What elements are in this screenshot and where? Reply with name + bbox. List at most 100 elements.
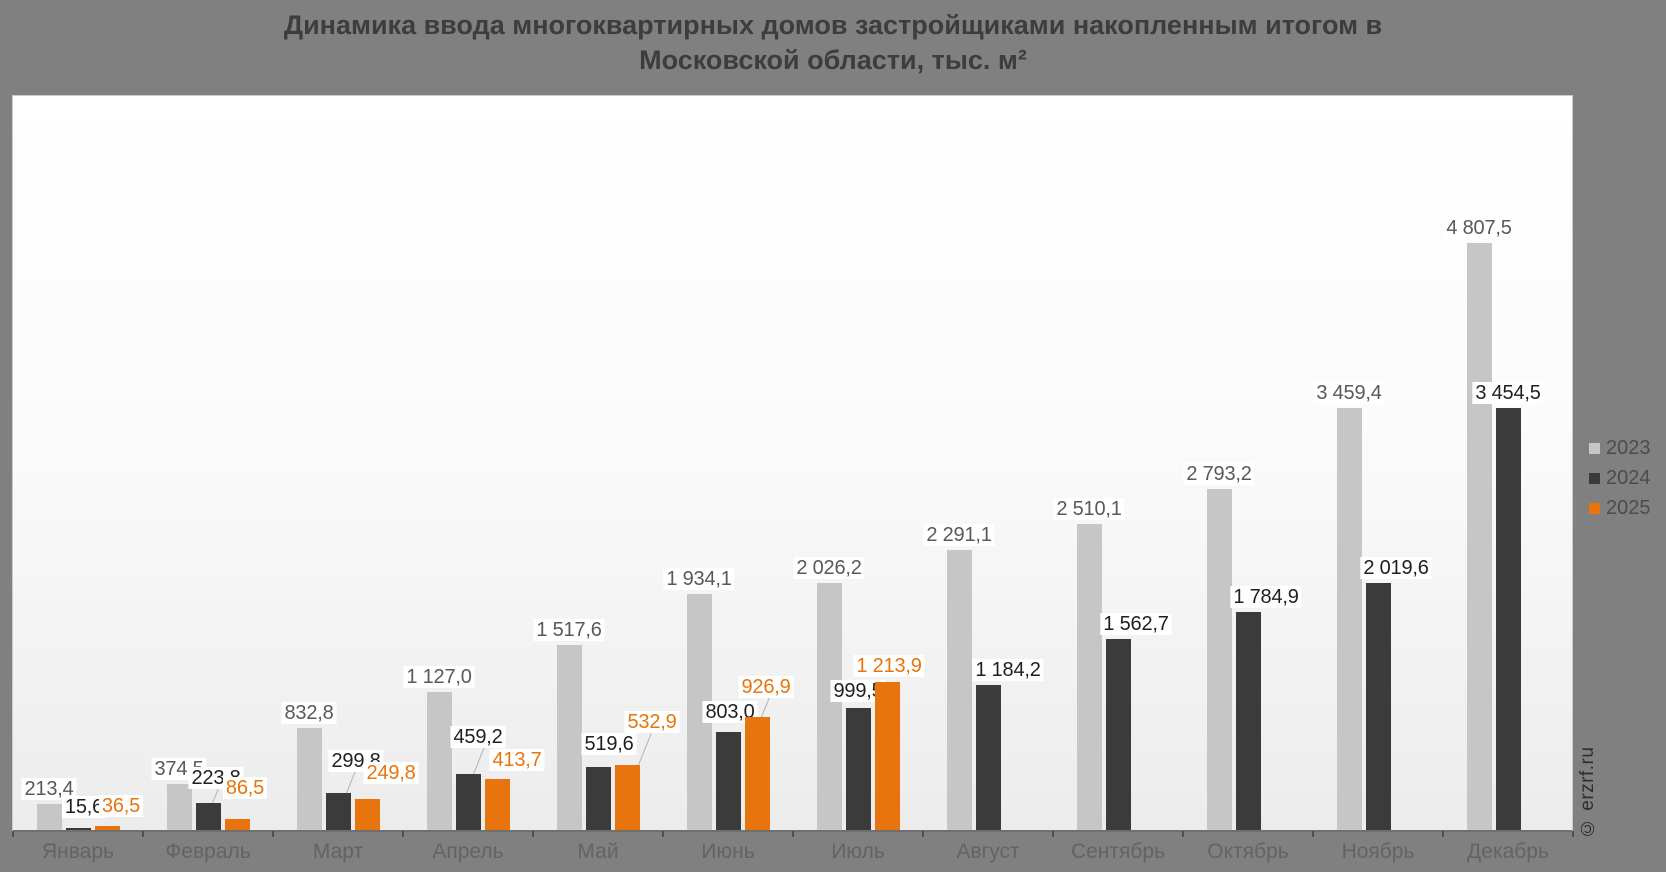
bar-2024-Декабрь[interactable] bbox=[1495, 408, 1521, 830]
bar-2024-Январь[interactable] bbox=[65, 828, 91, 830]
value-label-2024-Август: 1 184,2 bbox=[972, 659, 1044, 681]
x-axis-label-Апрель: Апрель bbox=[432, 840, 504, 863]
bar-2023-Апрель[interactable] bbox=[426, 692, 452, 830]
value-label-2023-Сентябрь: 2 510,1 bbox=[1053, 498, 1125, 520]
bar-2025-Июнь[interactable] bbox=[744, 717, 770, 830]
callout-line bbox=[212, 787, 219, 804]
bar-2023-Сентябрь[interactable] bbox=[1076, 524, 1102, 830]
value-label-2024-Октябрь: 1 784,9 bbox=[1230, 586, 1302, 608]
legend-label: 2025 bbox=[1606, 496, 1651, 519]
bar-2025-Май[interactable] bbox=[614, 765, 640, 830]
axis-tick bbox=[792, 831, 794, 837]
bar-2025-Февраль[interactable] bbox=[224, 819, 250, 830]
legend-swatch-icon bbox=[1589, 502, 1600, 514]
legend-item-2023[interactable]: 2023 bbox=[1589, 433, 1651, 463]
bar-2024-Август[interactable] bbox=[975, 685, 1001, 830]
callout-line bbox=[638, 733, 652, 766]
value-label-2025-Май: 532,9 bbox=[624, 711, 680, 733]
bar-2025-Март[interactable] bbox=[354, 799, 380, 830]
value-label-2023-Июнь: 1 934,1 bbox=[663, 568, 735, 590]
value-label-2024-Декабрь: 3 454,5 bbox=[1472, 382, 1544, 404]
bar-2023-Июль[interactable] bbox=[816, 583, 842, 830]
axis-tick bbox=[402, 831, 404, 837]
bar-2024-Февраль[interactable] bbox=[195, 803, 221, 830]
value-label-2024-Январь: 15,6 bbox=[61, 796, 107, 818]
bar-2024-Сентябрь[interactable] bbox=[1105, 639, 1131, 830]
legend: 2023 2024 2025 bbox=[1589, 433, 1651, 523]
callout-line bbox=[346, 771, 356, 794]
legend-swatch-icon bbox=[1589, 472, 1600, 484]
value-label-2023-Август: 2 291,1 bbox=[923, 524, 995, 546]
axis-tick bbox=[1572, 831, 1574, 837]
x-axis-label-Октябрь: Октябрь bbox=[1207, 840, 1289, 863]
x-axis-label-Июнь: Июнь bbox=[701, 840, 755, 863]
bar-2024-Июнь[interactable] bbox=[715, 732, 741, 830]
legend-label: 2024 bbox=[1606, 466, 1651, 489]
legend-label: 2023 bbox=[1606, 436, 1651, 459]
legend-item-2024[interactable]: 2024 bbox=[1589, 463, 1651, 493]
value-label-2024-Июнь: 803,0 bbox=[702, 701, 758, 723]
axis-tick bbox=[922, 831, 924, 837]
value-label-2023-Май: 1 517,6 bbox=[533, 619, 605, 641]
value-label-2024-Июль: 999,5 bbox=[830, 680, 886, 702]
value-label-2025-Июнь: 926,9 bbox=[738, 676, 794, 698]
bar-2023-Январь[interactable] bbox=[36, 804, 62, 830]
bar-2024-Март[interactable] bbox=[325, 793, 351, 830]
value-label-2023-Декабрь: 4 807,5 bbox=[1443, 217, 1515, 239]
x-axis-label-Июль: Июль bbox=[831, 840, 885, 863]
bar-2023-Февраль[interactable] bbox=[166, 784, 192, 830]
x-axis-label-Май: Май bbox=[577, 840, 619, 863]
value-label-2023-Ноябрь: 3 459,4 bbox=[1313, 382, 1385, 404]
axis-tick bbox=[1052, 831, 1054, 837]
legend-swatch-icon bbox=[1589, 442, 1600, 454]
x-axis-label-Декабрь: Декабрь bbox=[1467, 840, 1549, 863]
callout-line bbox=[761, 697, 770, 718]
x-axis-label-Февраль: Февраль bbox=[165, 840, 251, 863]
x-axis-label-Январь: Январь bbox=[42, 840, 114, 863]
bar-2023-Ноябрь[interactable] bbox=[1336, 408, 1362, 830]
value-label-2023-Июль: 2 026,2 bbox=[793, 557, 865, 579]
bar-2024-Май[interactable] bbox=[585, 767, 611, 830]
axis-tick bbox=[272, 831, 274, 837]
value-label-2025-Март: 249,8 bbox=[363, 762, 419, 784]
value-label-2024-Май: 519,6 bbox=[581, 733, 637, 755]
bar-2024-Апрель[interactable] bbox=[455, 774, 481, 830]
value-label-2025-Апрель: 413,7 bbox=[489, 749, 545, 771]
axis-tick bbox=[1312, 831, 1314, 837]
bar-2025-Январь[interactable] bbox=[94, 826, 120, 830]
value-label-2025-Январь: 36,5 bbox=[98, 795, 144, 817]
callout-line bbox=[473, 747, 485, 775]
bar-2024-Октябрь[interactable] bbox=[1235, 612, 1261, 830]
axis-tick bbox=[142, 831, 144, 837]
value-label-2025-Февраль: 86,5 bbox=[222, 777, 268, 799]
bar-2025-Июль[interactable] bbox=[874, 682, 900, 830]
value-label-2023-Октябрь: 2 793,2 bbox=[1183, 463, 1255, 485]
bar-2023-Октябрь[interactable] bbox=[1206, 489, 1232, 830]
value-label-2025-Июль: 1 213,9 bbox=[853, 655, 925, 677]
axis-tick bbox=[662, 831, 664, 837]
bar-2025-Апрель[interactable] bbox=[484, 779, 510, 830]
bar-2023-Март[interactable] bbox=[296, 728, 322, 830]
value-label-2023-Январь: 213,4 bbox=[21, 778, 77, 800]
watermark-link[interactable]: © erzrf.ru bbox=[1577, 746, 1598, 838]
x-axis-label-Март: Март bbox=[312, 840, 364, 863]
bar-2023-Май[interactable] bbox=[556, 645, 582, 830]
bar-2024-Июль[interactable] bbox=[845, 708, 871, 830]
value-label-2024-Сентябрь: 1 562,7 bbox=[1100, 613, 1172, 635]
bar-2024-Ноябрь[interactable] bbox=[1365, 583, 1391, 830]
legend-item-2025[interactable]: 2025 bbox=[1589, 493, 1651, 523]
chart-title-wrap: Динамика ввода многоквартирных домов зас… bbox=[0, 8, 1666, 78]
x-axis-label-Август: Август bbox=[956, 840, 1020, 863]
axis-tick bbox=[532, 831, 534, 837]
plot-area: 213,4 15,6 36,5 374,5 223,8 86,5 832,8 299,8 249… bbox=[13, 96, 1572, 830]
bar-2023-Декабрь[interactable] bbox=[1466, 243, 1492, 830]
value-label-2024-Ноябрь: 2 019,6 bbox=[1360, 557, 1432, 579]
axis-tick bbox=[1182, 831, 1184, 837]
axis-tick bbox=[12, 831, 14, 837]
bar-2023-Август[interactable] bbox=[946, 550, 972, 830]
value-label-2024-Апрель: 459,2 bbox=[450, 726, 506, 748]
axis-tick bbox=[1442, 831, 1444, 837]
x-axis-label-Ноябрь: Ноябрь bbox=[1341, 840, 1415, 863]
x-axis-label-Сентябрь: Сентябрь bbox=[1070, 840, 1166, 863]
